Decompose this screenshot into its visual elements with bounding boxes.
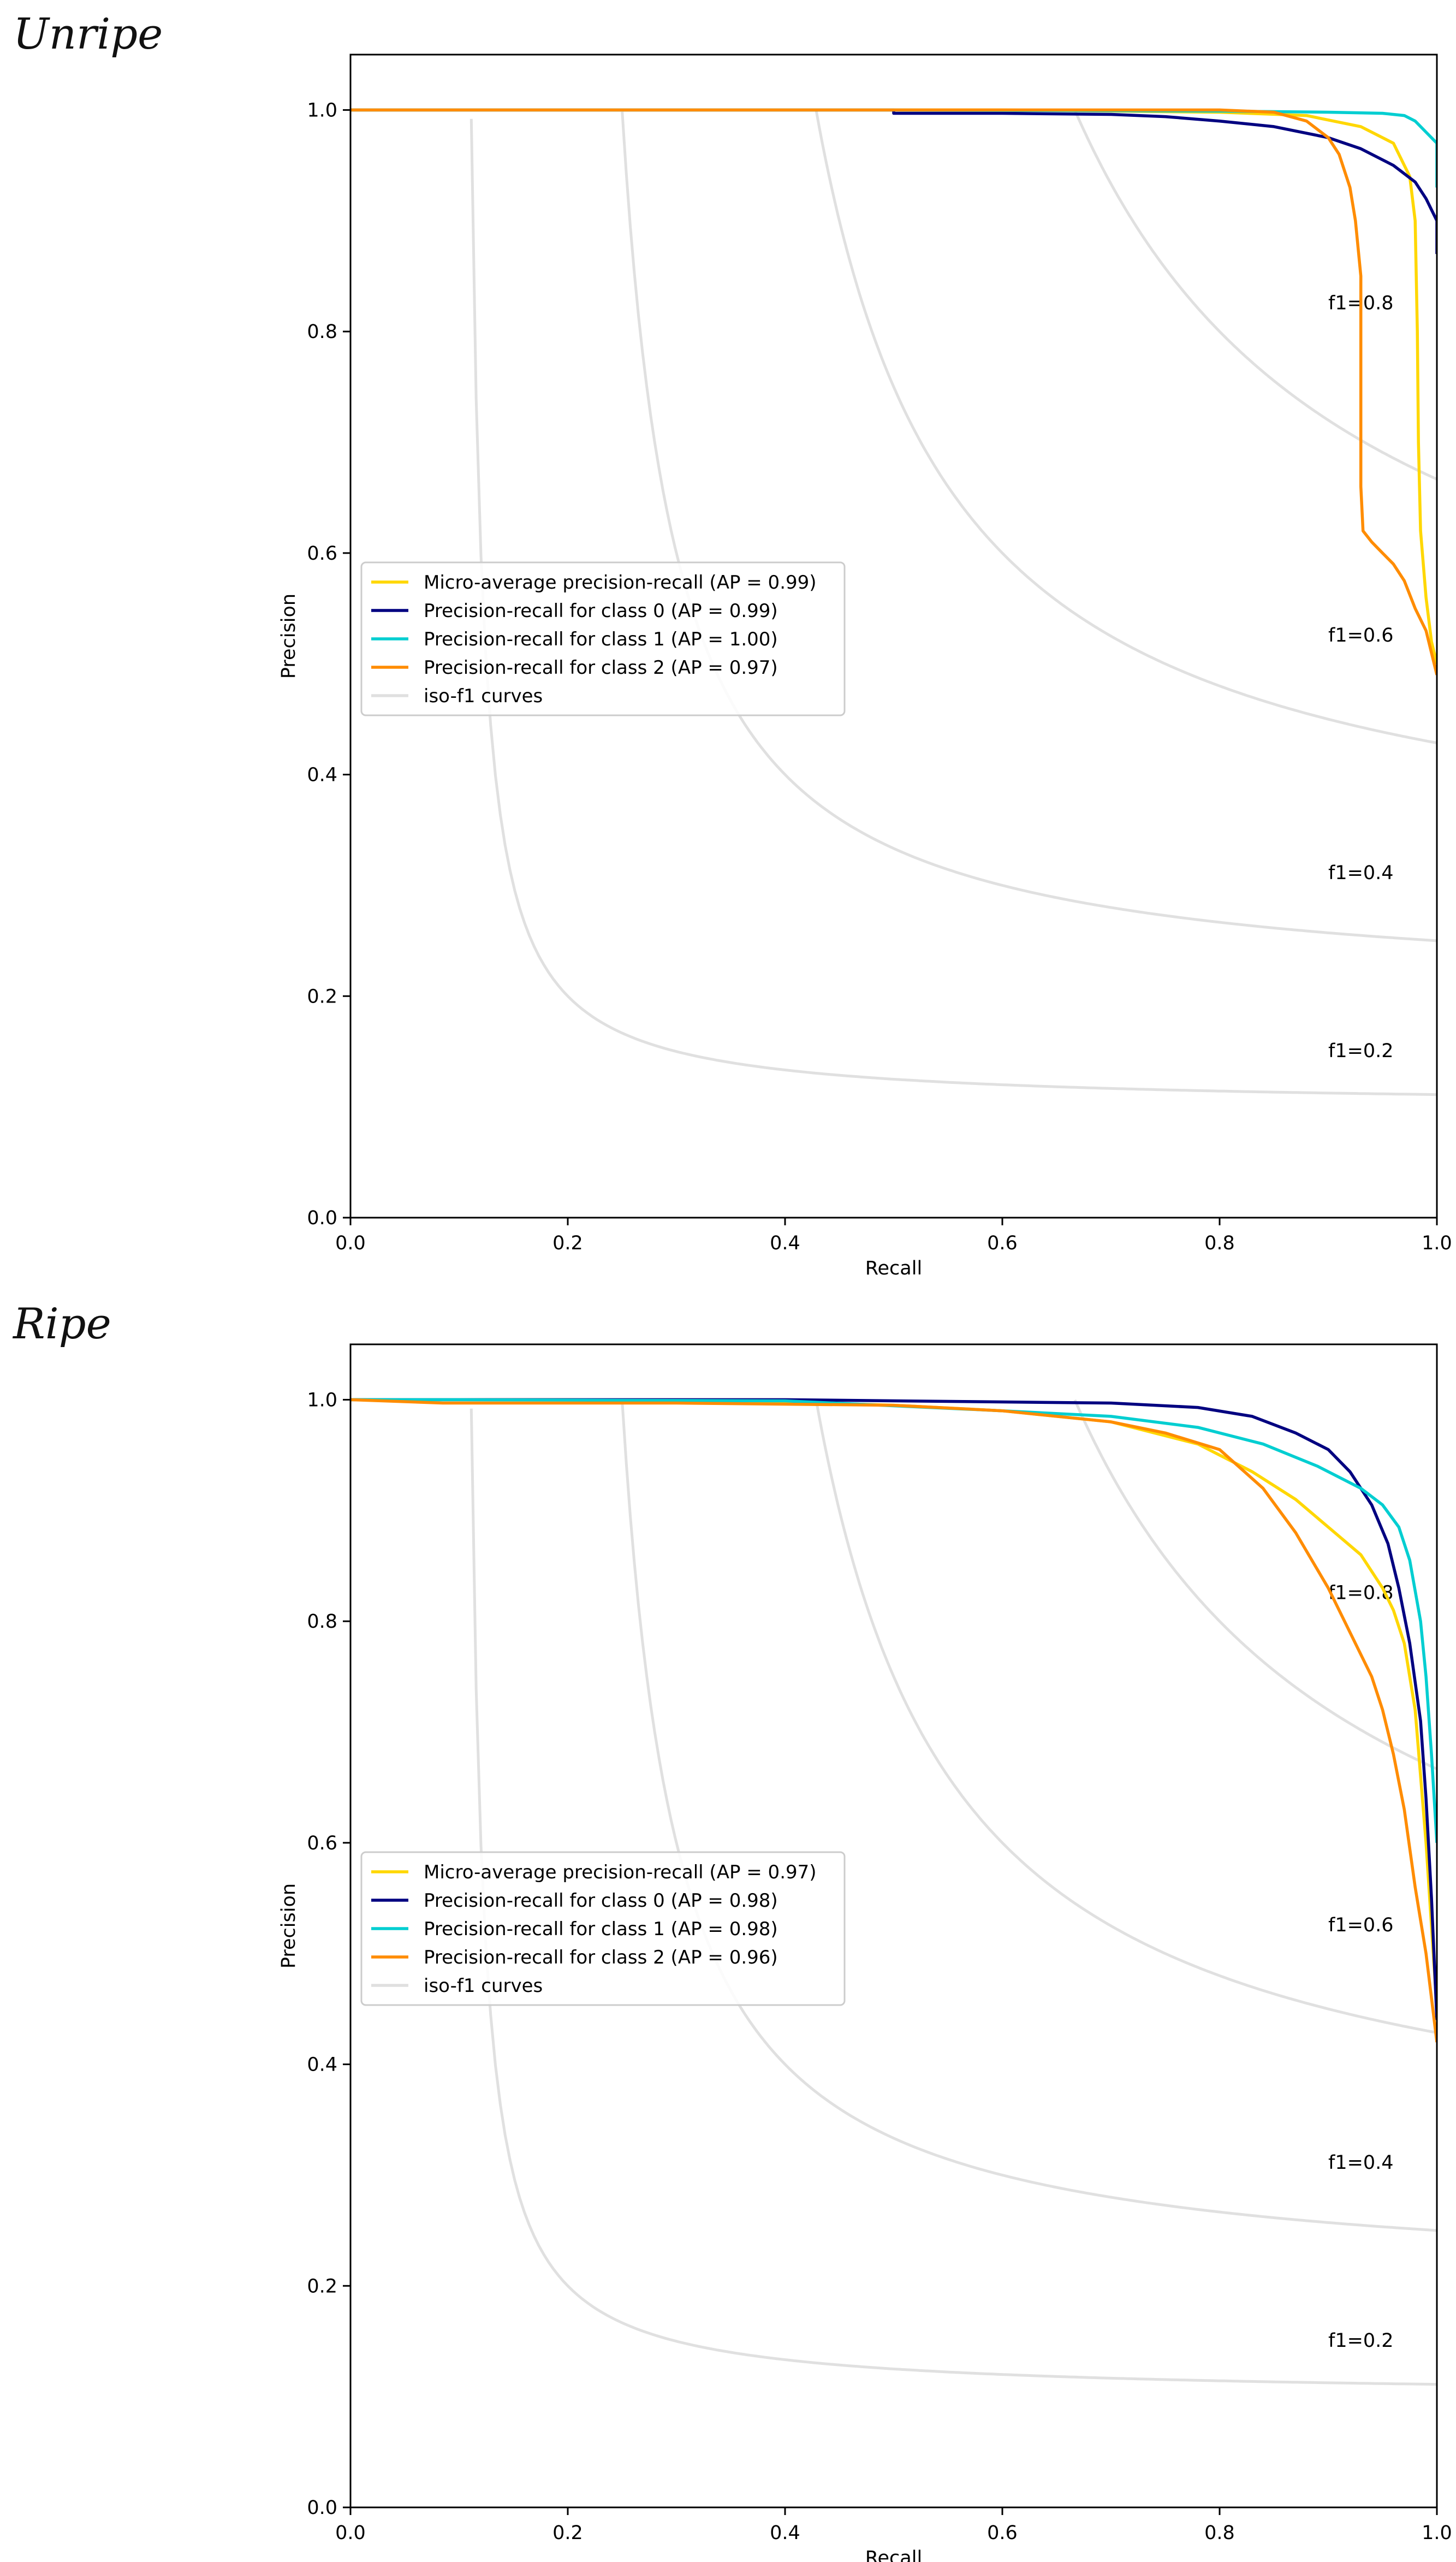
y-axis-label: Precision	[278, 594, 300, 679]
legend-label-iso: iso-f1 curves	[424, 1975, 543, 1997]
legend-label-class1: Precision-recall for class 1 (AP = 0.98)	[424, 1918, 778, 1940]
legend-box	[360, 561, 846, 716]
iso-f1-curve-f1-0-4	[621, 111, 1437, 942]
y-tick-label: 1.0	[307, 99, 337, 121]
iso-f1-curve-f1-0-8	[1073, 1399, 1437, 1770]
legend-label-class0: Precision-recall for class 0 (AP = 0.99)	[424, 600, 778, 622]
pr-curve-class2	[350, 108, 1437, 675]
y-tick-label: 0.8	[307, 321, 337, 343]
iso-f1-label-f1-0-2: f1=0.2	[1328, 1040, 1394, 1062]
legend-box	[360, 1851, 846, 2006]
iso-f1-label-f1-0-4: f1=0.4	[1328, 862, 1394, 884]
iso-f1-curve-f1-0-2	[470, 118, 1437, 1096]
iso-f1-label-f1-0-6: f1=0.6	[1328, 625, 1394, 647]
legend-label-class0: Precision-recall for class 0 (AP = 0.98)	[424, 1890, 778, 1912]
y-tick-label: 0.8	[307, 1611, 337, 1633]
pr-chart-unripe: f1=0.2f1=0.4f1=0.6f1=0.80.0 0.2 0.4 0.6 0.8 1…	[278, 54, 1452, 1279]
y-tick-label: 1.0	[307, 1389, 337, 1411]
legend-label-class1: Precision-recall for class 1 (AP = 1.00)	[424, 628, 778, 650]
x-tick-label: 0.4	[770, 2522, 800, 2544]
x-tick-label: 0.6	[987, 1232, 1018, 1254]
y-tick-label: 0.0	[307, 2497, 337, 2519]
x-tick-label: 0.8	[1204, 1232, 1235, 1254]
y-axis-label: Precision	[278, 1883, 300, 1968]
y-tick-label: 0.0	[307, 1207, 337, 1229]
pr-curve-class1	[350, 1398, 1437, 1843]
x-tick-label: 0.2	[552, 2522, 583, 2544]
y-tick-label: 0.4	[307, 2054, 337, 2076]
plot-frame	[349, 1343, 1438, 2508]
iso-f1-label-f1-0-4: f1=0.4	[1328, 2152, 1394, 2174]
legend-label-class2: Precision-recall for class 2 (AP = 0.96)	[424, 1947, 778, 1968]
x-tick-label: 0.8	[1204, 2522, 1235, 2544]
legend-label-micro: Micro-average precision-recall (AP = 0.9…	[424, 572, 817, 594]
y-tick-label: 0.6	[307, 1832, 337, 1854]
x-tick-label: 0.2	[552, 1232, 583, 1254]
pr-curve-class0	[350, 1398, 1437, 2020]
pr-curve-class2	[350, 1398, 1437, 2043]
pr-chart-ripe: f1=0.2f1=0.4f1=0.6f1=0.80.0 0.2 0.4 0.6 0.8 1…	[278, 1343, 1452, 2562]
x-tick-label: 0.0	[335, 1232, 366, 1254]
x-tick-label: 1.0	[1422, 2522, 1452, 2544]
iso-f1-curve-f1-0-2	[470, 1408, 1437, 2386]
iso-f1-curve-f1-0-6	[815, 1400, 1437, 2035]
y-tick-label: 0.6	[307, 543, 337, 565]
x-axis-label: Recall	[865, 2547, 922, 2562]
y-tick-label: 0.2	[307, 986, 337, 1007]
legend-label-iso: iso-f1 curves	[424, 685, 543, 707]
iso-f1-label-f1-0-2: f1=0.2	[1328, 2330, 1394, 2352]
legend-label-class2: Precision-recall for class 2 (AP = 0.97)	[424, 657, 778, 679]
pr-curve-class1	[350, 108, 1437, 188]
iso-f1-curve-f1-0-4	[621, 1401, 1437, 2232]
panel-title-ripe: Ripe	[13, 1300, 111, 1349]
y-tick-label: 0.2	[307, 2275, 337, 2297]
iso-f1-label-f1-0-6: f1=0.6	[1328, 1914, 1394, 1936]
plot-frame	[349, 54, 1438, 1219]
iso-f1-curve-f1-0-6	[815, 110, 1437, 745]
x-tick-label: 1.0	[1422, 1232, 1452, 1254]
x-tick-label: 0.6	[987, 2522, 1018, 2544]
y-tick-label: 0.4	[307, 764, 337, 786]
x-tick-label: 0.4	[770, 1232, 800, 1254]
pr-curve-class0	[350, 108, 1437, 254]
legend-label-micro: Micro-average precision-recall (AP = 0.9…	[424, 1861, 817, 1883]
x-tick-label: 0.0	[335, 2522, 366, 2544]
panel-title-unripe: Unripe	[13, 10, 163, 59]
x-axis-label: Recall	[865, 1258, 922, 1279]
iso-f1-curve-f1-0-8	[1073, 109, 1437, 481]
